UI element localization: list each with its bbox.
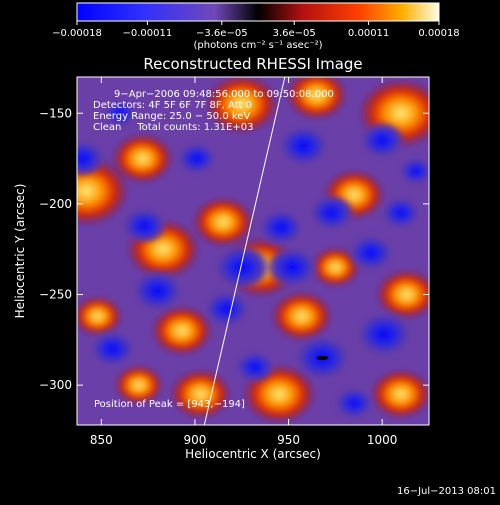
cold-blob-6 bbox=[309, 194, 355, 231]
colorbar-tick-label: 0.00011 bbox=[348, 28, 389, 39]
solar-limb-line bbox=[203, 77, 286, 425]
hot-blob-13 bbox=[77, 296, 122, 336]
cold-blob-18 bbox=[399, 157, 429, 185]
cold-blob-0 bbox=[77, 140, 106, 177]
peak-position-label: Position of Peak = [943,−194] bbox=[94, 399, 245, 410]
y-tick-label: −200 bbox=[39, 197, 72, 211]
annotation-time-range: 9−Apr−2006 09:48:56.000 to 09:50:08.000 bbox=[114, 89, 334, 100]
x-axis-ticks: 850 900 950 1000 bbox=[90, 77, 398, 447]
hot-blob-17 bbox=[114, 365, 163, 405]
y-axis-ticks: −150 −200 −250 −300 bbox=[39, 106, 429, 392]
cold-blob-8 bbox=[359, 122, 405, 159]
cold-blob-19 bbox=[103, 99, 137, 127]
cold-blob-13 bbox=[204, 291, 250, 327]
x-tick-label: 850 bbox=[90, 433, 113, 447]
cold-blob-9 bbox=[348, 234, 394, 271]
x-axis-label: Heliocentric X (arcsec) bbox=[185, 447, 321, 461]
cold-blob-2 bbox=[177, 142, 217, 175]
colorbar-tick-label: −0.00011 bbox=[123, 28, 173, 39]
cold-blob-14 bbox=[132, 270, 183, 312]
hot-blob-6 bbox=[286, 77, 347, 120]
colorbar-tick-label: −3.6e−05 bbox=[196, 28, 248, 39]
cold-regions bbox=[77, 99, 429, 419]
colorbar-tick-label: 3.6e−05 bbox=[273, 28, 316, 39]
cold-blob-7 bbox=[278, 125, 329, 167]
hot-blob-10 bbox=[271, 291, 332, 341]
colorbar-ticks: −0.00018 −0.00011 −3.6e−05 3.6e−05 0.00011 0.… bbox=[52, 21, 460, 39]
cold-blob-5 bbox=[267, 247, 318, 288]
x-tick-label: 1000 bbox=[367, 433, 398, 447]
y-tick-label: −250 bbox=[39, 288, 72, 302]
hot-blob-9 bbox=[376, 270, 429, 319]
annotation-clean-counts: Clean Total counts: 1.31E+03 bbox=[93, 122, 253, 133]
hot-blob-11 bbox=[311, 247, 360, 287]
cold-blob-1 bbox=[121, 207, 167, 244]
dark-spot bbox=[316, 355, 329, 360]
x-tick-label: 950 bbox=[277, 433, 300, 447]
cold-blob-3 bbox=[213, 244, 270, 290]
hot-blob-12 bbox=[151, 306, 212, 356]
timestamp: 16−Jul−2013 08:01 bbox=[397, 486, 496, 497]
cold-blob-16 bbox=[235, 351, 275, 383]
y-tick-label: −150 bbox=[39, 106, 72, 120]
hot-blob-16 bbox=[370, 369, 429, 419]
hot-blob-4 bbox=[193, 197, 253, 247]
hot-blob-15 bbox=[170, 369, 231, 419]
colorbar-units: (photons cm⁻² s⁻¹ asec⁻²) bbox=[193, 40, 322, 51]
cold-blob-15 bbox=[90, 330, 136, 367]
y-tick-label: −300 bbox=[39, 378, 72, 392]
annotation-detectors: Detectors: 4F 5F 6F 7F 8F, Att 0 bbox=[93, 100, 252, 111]
colorbar-tick-label: 0.00018 bbox=[418, 28, 459, 39]
image-area bbox=[77, 77, 429, 425]
hot-blob-1 bbox=[112, 134, 173, 183]
cold-blob-17 bbox=[334, 387, 374, 419]
annotation-energy-range: Energy Range: 25.0 − 50.0 keV bbox=[93, 111, 250, 122]
plot-frame bbox=[76, 76, 430, 426]
cold-blob-4 bbox=[258, 209, 304, 246]
cold-blob-11 bbox=[355, 311, 413, 357]
colorbar bbox=[76, 2, 440, 22]
cold-blob-10 bbox=[381, 197, 421, 229]
y-axis-label: Heliocentric Y (arcsec) bbox=[13, 184, 27, 319]
hot-blob-3 bbox=[205, 77, 278, 134]
annotation-block: 9−Apr−2006 09:48:56.000 to 09:50:08.000 … bbox=[93, 89, 334, 133]
chart-title: Reconstructed RHESSI Image bbox=[143, 55, 362, 73]
colorbar-tick-label: −0.00018 bbox=[52, 28, 102, 39]
x-tick-label: 900 bbox=[184, 433, 207, 447]
